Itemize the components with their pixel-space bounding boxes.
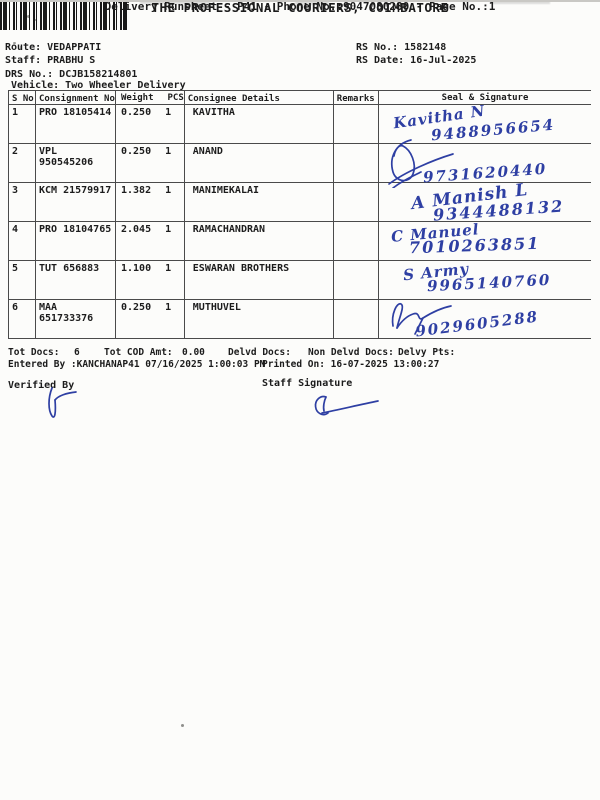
- table-row: 6 MAA 651733376 0.250 1 MUTHUVEL 90296052…: [8, 299, 592, 341]
- header-consignee: Consignee Details: [183, 90, 334, 105]
- seal-signature-cell: S Army 9965140760: [377, 260, 592, 300]
- tot-cod-value: 0.00: [182, 347, 205, 358]
- consignee-cell: RAMACHANDRAN: [183, 221, 334, 261]
- header-seal: Seal & Signature: [377, 90, 592, 105]
- consignee-cell: MUTHUVEL: [183, 299, 334, 339]
- consignee-cell: MANIMEKALAI: [183, 182, 334, 222]
- weight-pcs-cell: 0.250 1: [115, 104, 185, 144]
- seal-signature-cell: C Manuel 7010263851: [377, 220, 592, 261]
- page-subtitle: Delivery Runsheet - P41 - Phone No.:9047…: [104, 0, 496, 13]
- staff-field: Staff: PRABHU S: [5, 55, 96, 66]
- non-delvd-docs-label: Non Delvd Docs:: [308, 347, 394, 358]
- table-row: 2 VPL 950545206 0.250 1 ANAND 9731620440: [8, 139, 592, 188]
- remarks-cell: [332, 104, 379, 144]
- signature-scribble: [387, 139, 454, 188]
- header-weight: Weight: [121, 92, 154, 103]
- seal-signature-cell: A Manish L 9344488132: [377, 180, 592, 225]
- s-no-cell: 4: [8, 221, 36, 261]
- s-no-cell: 1: [8, 104, 36, 144]
- consignment-cell: PRO 18105414: [35, 104, 116, 144]
- header-remarks: Remarks: [332, 90, 379, 105]
- table-row: 5 TUT 656883 1.100 1 ESWARAN BROTHERS S A…: [8, 260, 592, 300]
- s-no-cell: 6: [8, 299, 36, 339]
- staff-signature: [314, 395, 379, 416]
- header-s-no: S No: [8, 90, 36, 105]
- remarks-cell: [332, 260, 379, 300]
- s-no-cell: 2: [8, 143, 36, 183]
- s-no-cell: 3: [8, 182, 36, 222]
- drs-no-field: DRS No.: DCJB158214801: [5, 69, 138, 80]
- handwritten-phone: 7010263851: [408, 233, 541, 258]
- consignment-cell: VPL 950545206: [35, 143, 116, 183]
- weight-pcs-cell: 1.100 1: [115, 260, 185, 300]
- delvy-pts-label: Delvy Pts:: [398, 347, 456, 358]
- seal-signature-cell: 9731620440: [377, 139, 592, 188]
- rs-no-field: RS No.: 1582148: [356, 42, 447, 53]
- summary-line: Tot Docs: 6 Tot COD Amt: 0.00 Delvd Docs…: [0, 347, 600, 359]
- seal-signature-cell: Kavitha N 9488956654: [377, 102, 592, 144]
- tot-docs-label: Tot Docs:: [8, 347, 60, 358]
- weight-pcs-cell: 2.045 1: [115, 221, 185, 261]
- staff-signature-label: Staff Signature: [262, 378, 353, 389]
- consignment-cell: MAA 651733376: [35, 299, 116, 339]
- rule-line: [0, 0, 600, 2]
- table-row: 3 KCM 21579917 1.382 1 MANIMEKALAI A Mani…: [8, 180, 592, 225]
- barcode: [0, 0, 127, 30]
- header-consignment-no: Consignment No: [35, 90, 116, 105]
- ink-speck: [20, 46, 22, 48]
- entered-by-line: Entered By :KANCHANAP41 07/16/2025 1:00:…: [8, 359, 266, 370]
- tot-docs-value: 6: [74, 347, 80, 358]
- ink-speck: [13, 42, 16, 44]
- page-title: THE PROFESSIONAL COURIERS, COIMBATORE: [151, 0, 449, 15]
- delvd-docs-label: Delvd Docs:: [228, 347, 291, 358]
- consignment-cell: PRO 18104765: [35, 221, 116, 261]
- scan-smudge: [140, 0, 210, 4]
- remarks-cell: [332, 182, 379, 222]
- consignee-cell: KAVITHA: [183, 104, 334, 144]
- weight-pcs-cell: 1.382 1: [115, 182, 185, 222]
- weight-pcs-cell: 0.250 1: [115, 143, 185, 183]
- remarks-cell: [332, 299, 379, 339]
- header-weight-pcs: Weight PCS: [115, 90, 185, 105]
- signature-scribble: [391, 303, 452, 335]
- verified-by-signature: [48, 387, 77, 418]
- rs-date-field: RS Date: 16-Jul-2025: [356, 55, 477, 66]
- consignee-cell: ESWARAN BROTHERS: [183, 260, 334, 300]
- weight-pcs-cell: 0.250 1: [115, 299, 185, 339]
- scan-smudge: [492, 0, 550, 4]
- consignment-cell: KCM 21579917: [35, 182, 116, 222]
- remarks-cell: [332, 143, 379, 183]
- verified-by-label: Verified By: [8, 380, 75, 391]
- consignment-cell: TUT 656883: [35, 260, 116, 300]
- remarks-cell: [332, 221, 379, 261]
- route-field: Route: VEDAPPATI: [5, 42, 102, 53]
- table-row: 4 PRO 18104765 2.045 1 RAMACHANDRAN C Man…: [8, 220, 592, 261]
- header-pcs: PCS: [167, 92, 184, 103]
- tot-cod-label: Tot COD Amt:: [104, 347, 173, 358]
- runsheet-table: S No Consignment No Weight PCS Consignee…: [8, 90, 592, 341]
- s-no-cell: 5: [8, 260, 36, 300]
- table-row: 1 PRO 18105414 0.250 1 KAVITHA Kavitha N …: [8, 102, 592, 144]
- ink-speck: [181, 724, 184, 727]
- scan-smudge: [295, 0, 329, 5]
- table-header-row: S No Consignment No Weight PCS Consignee…: [8, 90, 592, 105]
- printed-on-line: Printed On: 16-07-2025 13:00:27: [262, 359, 440, 370]
- seal-signature-cell: 9029605288: [377, 299, 592, 341]
- vehicle-field: Vehicle: Two Wheeler Delivery: [11, 80, 186, 91]
- consignee-cell: ANAND: [183, 143, 334, 183]
